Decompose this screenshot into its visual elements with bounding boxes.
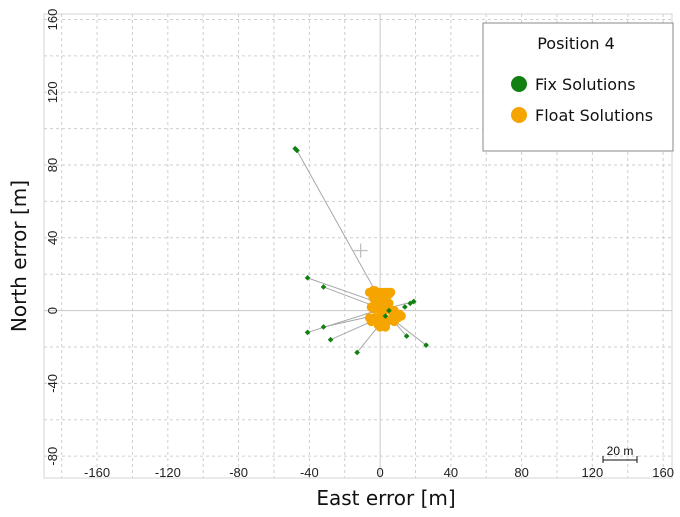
fix-solution-point [304, 275, 311, 281]
fix-solution-point [294, 147, 300, 154]
fix-solution-point [320, 284, 327, 290]
trace-line [307, 277, 381, 304]
fix-solution-point [320, 324, 327, 330]
x-tick-label: 80 [514, 465, 528, 480]
x-tick-label: 120 [582, 465, 604, 480]
legend-title: Position 4 [537, 34, 615, 53]
fix-solution-point [402, 304, 408, 310]
fix-solution-point [386, 307, 392, 314]
trace-line [323, 286, 377, 308]
fix-solution-point [304, 329, 311, 336]
x-tick-label: -120 [155, 465, 181, 480]
scale-bar: 20 m [602, 444, 638, 463]
float-solution-point [386, 287, 396, 297]
x-tick-label: -160 [84, 465, 110, 480]
float-solution-point [393, 313, 403, 323]
legend-marker-float [511, 107, 527, 123]
fix-solution-point [354, 349, 360, 356]
x-tick-label: 40 [444, 465, 458, 480]
y-tick-label: 120 [45, 81, 60, 103]
x-tick-label: -80 [229, 465, 248, 480]
float-solution-point [380, 322, 391, 332]
legend-label-float: Float Solutions [535, 106, 653, 125]
y-tick-label: 0 [45, 307, 60, 314]
x-tick-label: -40 [300, 465, 319, 480]
fix-solution-point [403, 333, 410, 339]
y-tick-label: 80 [45, 158, 60, 172]
legend: Position 4 Fix Solutions Float Solutions [482, 22, 674, 152]
y-tick-label: -40 [45, 374, 60, 393]
fix-solution-point [410, 298, 417, 305]
fix-solution-point [423, 342, 429, 348]
trace-line [296, 150, 381, 300]
legend-marker-fix [511, 76, 527, 92]
fix-solution-point [382, 313, 389, 319]
scale-bar-label: 20 m [607, 444, 634, 458]
trace-line [307, 310, 377, 333]
y-axis-label: North error [m] [7, 180, 31, 332]
data-points [292, 145, 429, 356]
legend-label-fix: Fix Solutions [535, 75, 636, 94]
x-axis-label: East error [m] [316, 486, 455, 510]
x-tick-label: 0 [376, 465, 383, 480]
reference-cross-marker [353, 243, 368, 258]
tick-labels: -160 -120 -80 -40 0 40 80 120 160 -80 -40 0 40 80 120 1… [45, 9, 674, 480]
x-tick-label: 160 [652, 465, 674, 480]
y-tick-label: 40 [45, 231, 60, 245]
y-tick-label: -80 [45, 447, 60, 466]
fix-solution-point [327, 336, 334, 343]
y-tick-label: 160 [45, 9, 60, 31]
